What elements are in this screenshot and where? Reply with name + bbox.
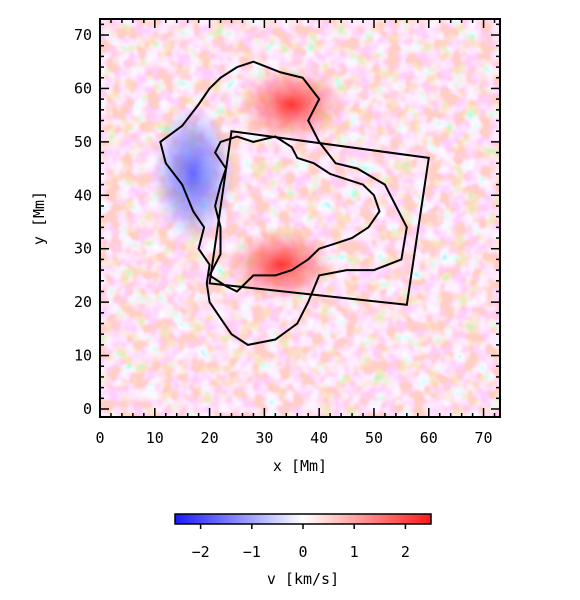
y-tick-label: 10	[74, 347, 92, 365]
plot-frame	[99, 18, 501, 418]
axis-ticks: 0 10 20 30 40 50 60 70 0 10 20 30 40 50 60 70	[74, 19, 500, 447]
colorbar-tick-label: 1	[350, 543, 359, 561]
x-tick-label: 50	[365, 429, 383, 447]
colorbar-tick-label: 2	[401, 543, 410, 561]
x-tick-label: 60	[420, 429, 438, 447]
contour-overlays	[159, 60, 430, 346]
y-axis-label: y [Mm]	[30, 191, 48, 245]
colorbar	[174, 513, 432, 525]
colorbar-ticks: −2 −1 0 1 2	[192, 524, 410, 561]
y-tick-label: 50	[74, 133, 92, 151]
x-tick-label: 0	[95, 429, 104, 447]
x-tick-label: 10	[146, 429, 164, 447]
x-tick-label: 20	[201, 429, 219, 447]
x-axis-label: x [Mm]	[273, 457, 327, 475]
y-tick-label: 40	[74, 186, 92, 204]
x-tick-label: 70	[475, 429, 493, 447]
colorbar-tick-label: −2	[192, 543, 210, 561]
heatmap-image	[100, 19, 500, 417]
y-tick-label: 60	[74, 79, 92, 97]
colorbar-tick-label: 0	[298, 543, 307, 561]
region-rectangle	[208, 130, 430, 306]
red-flow-region-1	[236, 66, 347, 143]
red-flow-region-0	[225, 226, 336, 303]
y-tick-label: 20	[74, 293, 92, 311]
x-tick-label: 30	[255, 429, 273, 447]
x-tick-label: 40	[310, 429, 328, 447]
penumbra-contour	[159, 60, 408, 346]
y-tick-label: 0	[83, 400, 92, 418]
blue-flow-region	[151, 103, 236, 244]
colorbar-tick-label: −1	[243, 543, 261, 561]
y-tick-label: 30	[74, 240, 92, 258]
colorbar-label: v [km/s]	[267, 570, 339, 588]
y-tick-label: 70	[74, 26, 92, 44]
